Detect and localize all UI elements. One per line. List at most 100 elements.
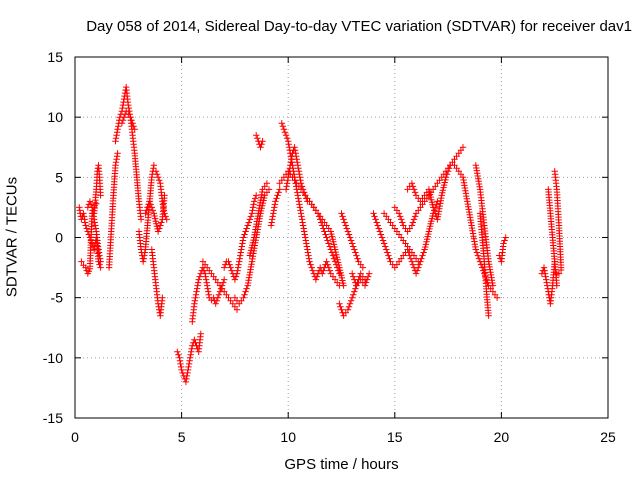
y-tick-label: -10: [43, 350, 63, 366]
data-point: [196, 273, 203, 280]
data-point: [154, 228, 162, 235]
data-point: [474, 252, 482, 259]
data-point: [555, 270, 563, 277]
data-point: [118, 120, 126, 127]
data-point: [185, 363, 192, 371]
y-tick-label: 0: [55, 230, 63, 246]
data-point: [320, 267, 327, 274]
data-point: [82, 222, 89, 229]
data-point: [231, 276, 239, 283]
data-point: [395, 210, 403, 217]
data-point: [141, 249, 148, 256]
data-point: [350, 291, 357, 298]
data-point: [237, 252, 244, 259]
data-point: [257, 144, 264, 151]
x-tick-label: 5: [178, 429, 186, 445]
data-point: [431, 207, 438, 214]
data-point: [83, 225, 90, 232]
data-point: [254, 135, 261, 142]
data-point: [370, 210, 377, 217]
data-point: [343, 225, 350, 232]
data-point: [228, 267, 235, 274]
data-point: [419, 252, 426, 259]
data-point: [162, 213, 169, 220]
data-point: [80, 210, 87, 217]
data-point: [430, 204, 437, 211]
data-point: [242, 288, 249, 295]
y-tick-label: 15: [47, 49, 63, 65]
data-point: [119, 104, 126, 112]
data-point: [156, 225, 163, 232]
data-point: [493, 294, 501, 301]
data-point: [442, 174, 450, 181]
data-point: [351, 288, 358, 295]
data-point: [263, 180, 271, 187]
data-point: [87, 201, 95, 208]
data-point: [193, 288, 200, 295]
data-point: [299, 222, 307, 229]
data-point: [353, 252, 360, 259]
data-point: [307, 261, 314, 268]
data-point: [340, 282, 347, 289]
data-point: [336, 300, 343, 307]
data-point: [472, 246, 479, 253]
data-point: [253, 132, 260, 139]
data-point: [325, 240, 332, 247]
data-point: [178, 366, 185, 374]
data-point: [303, 240, 310, 247]
data-point: [338, 210, 345, 217]
data-point: [304, 249, 312, 256]
data-point: [213, 297, 220, 304]
data-point: [557, 266, 565, 274]
data-point: [323, 234, 330, 241]
data-point: [183, 372, 191, 380]
data-point: [326, 267, 333, 274]
data-point: [250, 198, 258, 205]
data-point: [409, 261, 417, 268]
data-point: [238, 243, 245, 250]
y-tick-label: 10: [47, 109, 63, 125]
data-point: [159, 294, 166, 301]
data-point: [319, 270, 326, 277]
data-point: [253, 192, 260, 199]
data-point: [502, 234, 509, 241]
data-point: [163, 216, 170, 223]
data-point: [225, 258, 232, 265]
data-point: [415, 264, 422, 271]
plot-frame: [74, 56, 609, 419]
data-point: [177, 360, 184, 368]
data-point: [349, 270, 356, 277]
data-point: [195, 276, 202, 283]
data-point: [114, 150, 121, 157]
data-point: [148, 204, 155, 211]
data-point: [278, 120, 285, 127]
data-point: [379, 237, 387, 244]
data-point: [444, 168, 452, 175]
data-point: [408, 258, 416, 265]
data-point: [154, 174, 162, 181]
x-tick-label: 10: [280, 429, 296, 445]
data-point: [481, 270, 488, 277]
y-tick-label: -5: [51, 290, 64, 306]
data-point: [81, 219, 89, 226]
y-tick-label: 5: [55, 169, 63, 185]
data-point: [420, 249, 427, 256]
data-point: [299, 219, 306, 226]
data-point: [501, 237, 508, 244]
data-point: [351, 246, 358, 253]
data-point: [149, 207, 156, 214]
data-point: [341, 219, 348, 226]
y-tick-label: -15: [43, 410, 63, 426]
data-point: [281, 129, 289, 136]
data-point: [380, 240, 388, 247]
data-point: [143, 207, 150, 214]
data-point: [158, 219, 165, 226]
data-point: [371, 213, 378, 220]
data-point: [282, 186, 290, 193]
data-point: [375, 225, 382, 232]
data-point: [280, 126, 288, 133]
chart-title-text: Day 058 of 2014, Sidereal Day-to-day VTE…: [86, 18, 632, 35]
data-point: [312, 276, 320, 283]
data-point: [309, 267, 316, 274]
data-point: [473, 249, 481, 256]
